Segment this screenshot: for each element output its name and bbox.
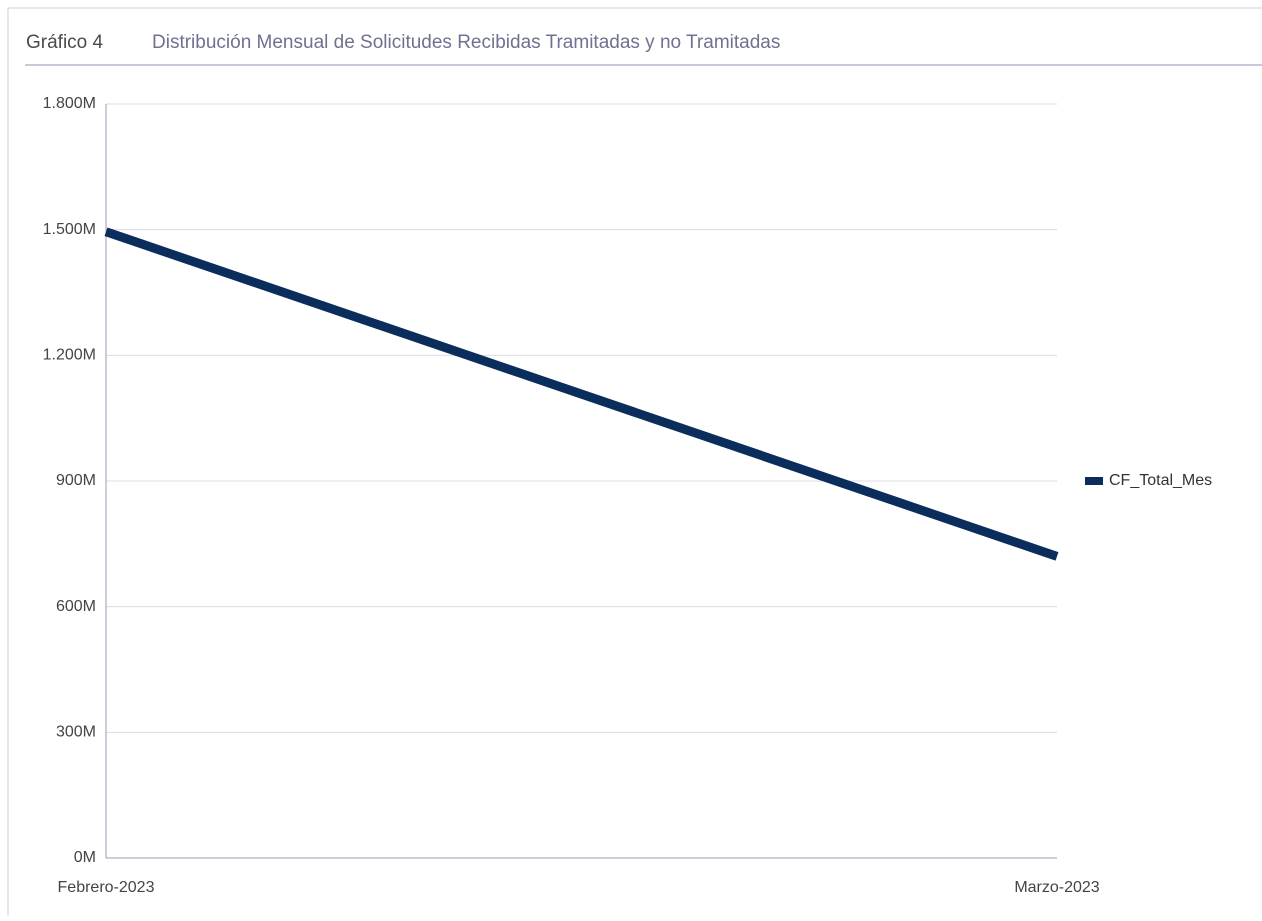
y-tick-label: 300M (56, 724, 96, 741)
chart-title: Gráfico 4 (26, 32, 104, 53)
series-line (104, 227, 1059, 561)
x-tick-label: Marzo-2023 (1014, 879, 1099, 896)
legend-swatch (1085, 477, 1103, 485)
y-tick-label: 1.200M (43, 347, 96, 364)
y-tick-label: 1.800M (43, 95, 96, 112)
legend-label: CF_Total_Mes (1109, 472, 1212, 489)
y-tick-label: 0M (74, 849, 96, 866)
chart-subtitle: Distribución Mensual de Solicitudes Reci… (152, 32, 780, 53)
y-tick-label: 600M (56, 598, 96, 615)
y-tick-label: 1.500M (43, 221, 96, 238)
x-tick-label: Febrero-2023 (58, 879, 155, 896)
y-tick-label: 900M (56, 472, 96, 489)
